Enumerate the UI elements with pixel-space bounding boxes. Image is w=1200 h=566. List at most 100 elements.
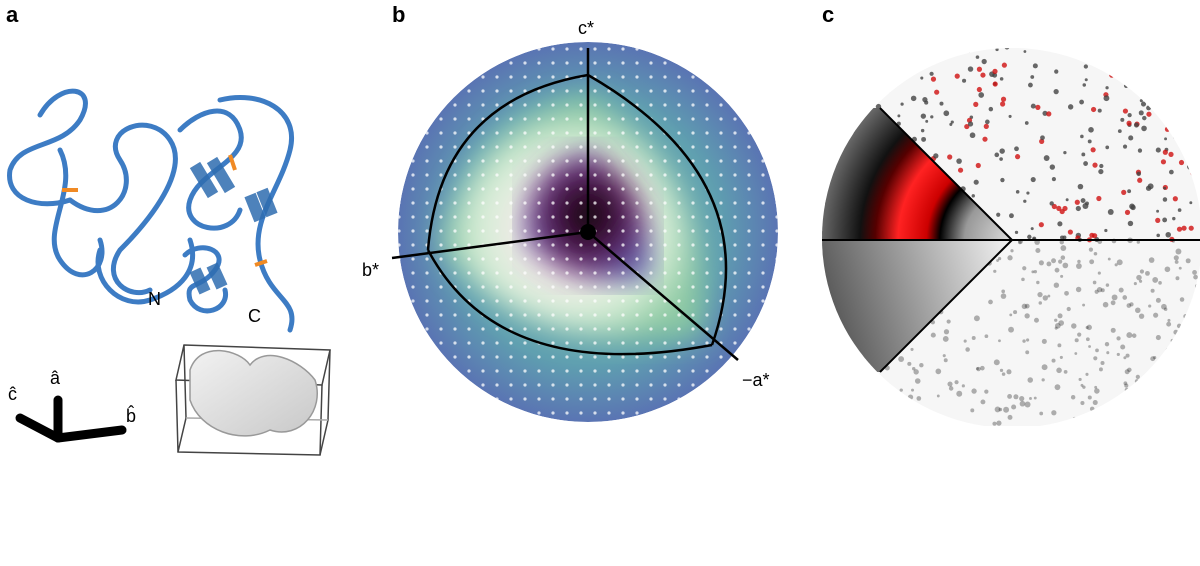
diffraction-spot [1187,163,1194,170]
diffraction-spot [1019,396,1025,402]
diffraction-spot [965,347,970,352]
diffraction-spot [1074,338,1079,343]
diffraction-spot [1148,304,1152,308]
diffraction-spot [982,136,988,142]
diffraction-spot [963,339,967,343]
diffraction-spot [1078,377,1082,381]
diffraction-spot [839,342,844,346]
diffraction-spot [1155,297,1161,303]
diffraction-spot [1087,139,1092,144]
diffraction-spot [934,89,940,95]
diffraction-spot [948,386,954,391]
diffraction-spot [1142,115,1147,121]
diffraction-spot [933,153,939,159]
diffraction-spot [1192,296,1198,301]
diffraction-spot [971,194,975,198]
axis-label: c* [578,18,594,38]
diffraction-spot [1127,220,1134,227]
diffraction-spot [1129,203,1135,210]
diffraction-spot [1126,303,1132,308]
diffraction-spot [1089,259,1095,265]
diffraction-spot [1163,64,1168,69]
diffraction-spot [996,212,1001,217]
diffraction-spot [998,407,1003,412]
diffraction-spot [1107,209,1114,215]
diffraction-spot [874,376,879,381]
diffraction-spot [844,85,848,90]
diffraction-spot [1192,349,1196,353]
diffraction-spot [1051,358,1056,363]
diffraction-spot [1144,390,1151,397]
diffraction-spot [823,126,827,130]
diffraction-spot [1180,334,1185,339]
diffraction-spot [969,132,976,139]
diffraction-spot [1110,300,1116,306]
diffraction-spot [1076,263,1082,269]
diffraction-spot [911,388,915,392]
axis-label: −a* [742,370,770,390]
diffraction-spot [1120,117,1125,122]
diffraction-spot [949,122,953,126]
diffraction-spot [1059,208,1065,215]
diffraction-spot [862,393,866,397]
panel-c: c [822,2,1200,428]
diffraction-spot [947,381,953,387]
diffraction-spot [984,389,989,394]
diffraction-spot [825,352,831,357]
panel-b: b c* b* −a* [362,2,778,422]
diffraction-spot [824,407,831,414]
diffraction-spot [1041,338,1047,344]
diffraction-spot [1080,198,1086,204]
diffraction-spot [1162,217,1168,223]
diffraction-spot [1015,190,1020,194]
diffraction-spot [928,55,932,59]
diffraction-spot [1066,306,1071,312]
diffraction-spot [1192,270,1197,275]
diffraction-spot [1075,205,1081,212]
protein-helix [189,156,278,295]
diffraction-spot [1162,197,1168,202]
diffraction-spot [871,74,875,79]
diffraction-spot [1007,255,1013,261]
diffraction-spot [1148,257,1155,263]
diffraction-spot [1023,50,1027,53]
diffraction-spot [1139,419,1144,424]
diffraction-spot [1167,379,1174,385]
diffraction-spot [1147,98,1152,103]
diffraction-spot [992,421,997,426]
diffraction-spot [1125,414,1129,418]
diffraction-spot [1096,286,1103,293]
diffraction-spot [883,71,888,75]
disulfide [62,154,268,267]
diffraction-spot [929,71,934,76]
diffraction-spot [1059,239,1064,245]
diffraction-spot [1058,259,1063,264]
diffraction-spot [828,336,834,341]
diffraction-spot [867,72,874,79]
diffraction-spot [898,356,905,363]
diffraction-spot [845,363,851,369]
axis-triad [15,395,127,443]
diffraction-spot [1169,53,1174,58]
diffraction-spot [1080,383,1084,387]
diffraction-spot [916,396,922,401]
diffraction-spot [1014,146,1019,152]
diffraction-spot [1058,320,1065,326]
diffraction-spot [1139,99,1143,103]
diffraction-spot [1186,101,1192,107]
diffraction-spot [999,77,1004,81]
diffraction-spot [1173,329,1179,335]
diffraction-spot [1106,351,1110,355]
diffraction-spot [840,330,845,335]
diffraction-spot [1054,326,1058,330]
diffraction-spot [1123,356,1127,360]
diffraction-spot [1014,154,1021,160]
diffraction-spot [936,394,940,398]
diffraction-spot [842,137,846,141]
diffraction-spot [848,48,854,49]
diffraction-spot [961,384,965,388]
diffraction-spot [1051,258,1057,264]
diffraction-spot [889,411,896,418]
diffraction-spot [954,380,959,385]
diffraction-spot [875,410,880,415]
